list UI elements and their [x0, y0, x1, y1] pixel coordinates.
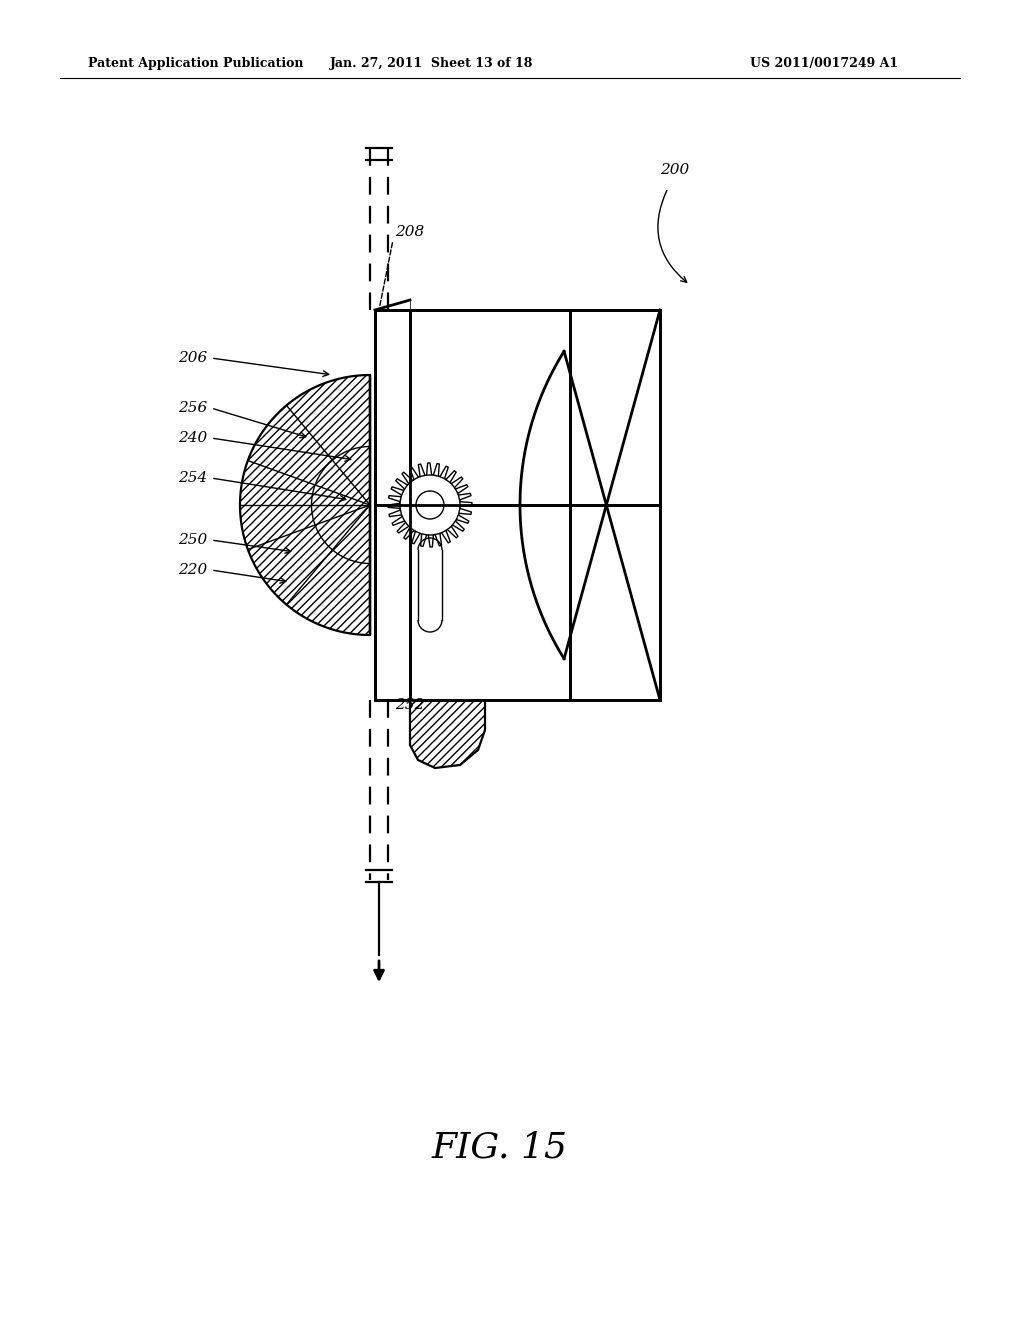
Bar — [410, 647, 570, 700]
Text: 256: 256 — [178, 401, 207, 414]
Circle shape — [416, 491, 444, 519]
Bar — [375, 310, 410, 506]
Text: 250: 250 — [178, 533, 207, 546]
Text: 252: 252 — [395, 698, 424, 711]
Bar — [375, 310, 410, 700]
Bar — [377, 310, 568, 696]
Circle shape — [400, 475, 460, 535]
Bar — [410, 310, 570, 389]
Text: 220: 220 — [178, 564, 207, 577]
Bar — [410, 310, 570, 506]
Bar — [410, 506, 570, 700]
Bar — [414, 532, 446, 636]
Text: US 2011/0017249 A1: US 2011/0017249 A1 — [750, 57, 898, 70]
Bar — [375, 506, 410, 700]
Polygon shape — [240, 375, 370, 635]
Circle shape — [380, 455, 480, 554]
Text: Patent Application Publication: Patent Application Publication — [88, 57, 303, 70]
Text: 206: 206 — [178, 351, 207, 366]
Text: FIG. 15: FIG. 15 — [432, 1131, 568, 1166]
Bar — [570, 506, 660, 700]
Text: 240: 240 — [178, 432, 207, 445]
Polygon shape — [388, 463, 472, 546]
Polygon shape — [410, 700, 485, 768]
Text: 254: 254 — [178, 471, 207, 484]
Bar — [570, 310, 660, 506]
Text: Jan. 27, 2011  Sheet 13 of 18: Jan. 27, 2011 Sheet 13 of 18 — [331, 57, 534, 70]
Text: 208: 208 — [395, 224, 424, 239]
Text: 200: 200 — [660, 162, 689, 177]
